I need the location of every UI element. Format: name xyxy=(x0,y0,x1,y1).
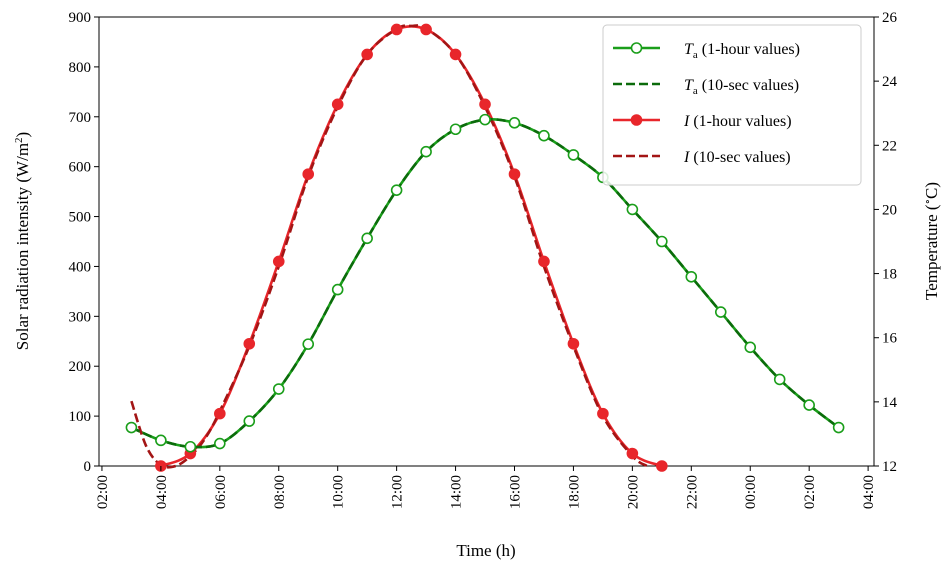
y-left-axis-title: Solar radiation intensity (W/m2) xyxy=(13,132,32,350)
data-point xyxy=(656,235,668,248)
y-right-tick-label: 14 xyxy=(882,395,898,411)
y-left-tick-label: 200 xyxy=(69,359,92,375)
data-point xyxy=(479,113,491,126)
y-right-tick-label: 16 xyxy=(882,331,898,347)
x-tick-label: 02:00 xyxy=(802,475,818,509)
x-tick-label: 04:00 xyxy=(861,475,877,509)
x-tick-label: 10:00 xyxy=(331,475,347,509)
data-point xyxy=(331,283,344,296)
x-axis: 02:00 04:00 06:00 08:00 10:00 12:00 14:00 16:00… xyxy=(95,466,877,509)
y-right-tick-label: 24 xyxy=(882,74,898,90)
legend: Ta (1-hour values) Ta (10-sec values) I (1… xyxy=(602,24,862,186)
legend-swatch-marker xyxy=(630,42,643,54)
y-left-tick-label: 900 xyxy=(69,10,92,26)
data-point xyxy=(331,98,344,111)
x-tick-label: 18:00 xyxy=(566,475,582,509)
x-tick-label: 12:00 xyxy=(390,475,406,509)
data-point xyxy=(272,383,285,395)
y-left-tick-label: 0 xyxy=(84,459,92,475)
data-point xyxy=(597,407,609,420)
data-point xyxy=(214,407,226,420)
y-left-tick-label: 500 xyxy=(69,210,92,226)
data-point xyxy=(361,48,373,61)
data-point xyxy=(832,421,845,434)
x-tick-label: 06:00 xyxy=(213,475,229,509)
y-right-tick-label: 18 xyxy=(882,267,897,283)
y-left-tick-label: 800 xyxy=(69,60,92,76)
x-tick-label: 04:00 xyxy=(154,475,170,509)
data-point xyxy=(538,129,550,142)
y-right-tick-label: 26 xyxy=(882,10,898,26)
y-left-tick-label: 100 xyxy=(69,409,92,425)
x-axis-title: Time (h) xyxy=(456,541,515,560)
x-tick-label: 14:00 xyxy=(449,475,465,509)
data-point xyxy=(685,270,698,283)
legend-label: Ta (1-hour values) xyxy=(684,41,800,61)
data-point xyxy=(803,399,815,411)
y-right-tick-label: 22 xyxy=(882,138,897,154)
plot-frame xyxy=(98,16,875,467)
data-point xyxy=(567,337,580,350)
y-left-tick-label: 400 xyxy=(69,259,92,275)
data-point xyxy=(390,184,403,196)
y-left-tick-label: 300 xyxy=(69,309,92,325)
x-tick-label: 20:00 xyxy=(625,475,641,509)
x-tick-label: 02:00 xyxy=(95,475,111,509)
data-point xyxy=(626,447,639,460)
data-point xyxy=(184,440,197,453)
y-left-tick-label: 600 xyxy=(69,160,92,176)
legend-swatch-marker xyxy=(630,114,643,126)
y-right-axis-title: Temperature (∘C) xyxy=(922,182,941,300)
x-tick-label: 16:00 xyxy=(507,475,523,509)
x-tick-label: 22:00 xyxy=(684,475,700,509)
legend-label: I (1-hour values) xyxy=(683,113,792,130)
y-right-tick-label: 20 xyxy=(882,202,897,218)
data-point xyxy=(773,373,786,386)
data-point xyxy=(714,306,727,318)
legend-label: Ta (10-sec values) xyxy=(684,77,799,97)
data-point xyxy=(567,149,580,161)
data-point xyxy=(155,434,167,447)
data-point xyxy=(361,232,373,245)
data-point xyxy=(390,23,403,36)
y-left-axis: 0 100 200 300 400 500 600 700 800 900 xyxy=(69,10,99,475)
data-point xyxy=(508,168,521,180)
y-right-axis: 12 14 16 18 20 22 24 26 xyxy=(874,10,898,475)
data-point xyxy=(538,255,550,268)
series-markers xyxy=(125,23,845,472)
data-point xyxy=(214,437,226,450)
data-point xyxy=(449,48,462,61)
data-point xyxy=(626,203,639,216)
data-point xyxy=(420,23,432,36)
data-point xyxy=(420,145,432,158)
data-point xyxy=(302,338,315,350)
legend-label: I (10-sec values) xyxy=(683,149,791,166)
data-point xyxy=(302,168,315,180)
data-point xyxy=(744,341,757,354)
data-point xyxy=(125,421,138,434)
data-point xyxy=(243,415,256,427)
y-right-tick-label: 12 xyxy=(882,459,897,475)
plot-area xyxy=(98,16,875,467)
legend-box xyxy=(602,24,862,186)
x-tick-label: 00:00 xyxy=(743,475,759,509)
data-point xyxy=(656,460,668,472)
data-point xyxy=(449,123,462,136)
data-point xyxy=(272,255,285,268)
y-left-tick-label: 700 xyxy=(69,110,92,126)
data-point xyxy=(243,337,256,350)
data-point xyxy=(508,117,521,129)
data-point xyxy=(479,98,491,111)
x-tick-label: 08:00 xyxy=(272,475,288,509)
